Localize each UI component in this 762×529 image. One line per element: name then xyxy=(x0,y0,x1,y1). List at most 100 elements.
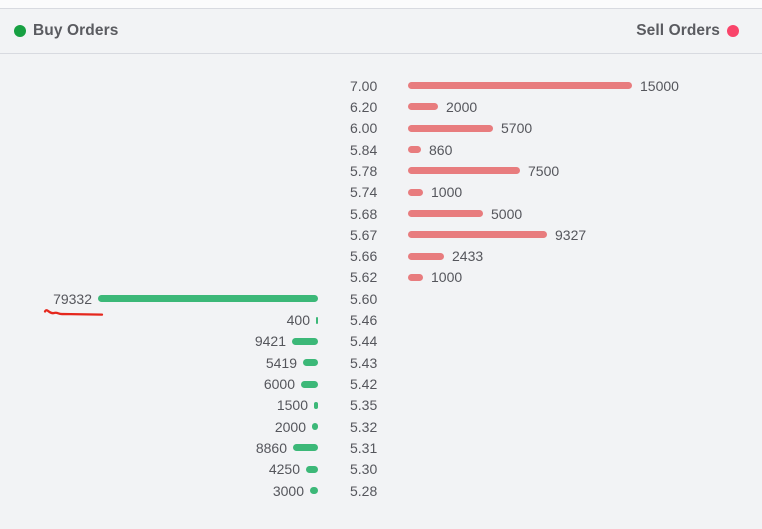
buy-bar xyxy=(306,465,318,473)
order-book-row: 2000 5.32 xyxy=(0,416,762,437)
order-book-row: 6.00 5700 xyxy=(0,118,762,139)
sell-legend-label: Sell Orders xyxy=(636,22,720,39)
buy-bar xyxy=(314,401,318,409)
buy-quantity-label: 400 xyxy=(286,312,310,329)
price-label: 5.62 xyxy=(350,269,378,286)
buy-quantity-label: 3000 xyxy=(272,482,304,499)
sell-bar xyxy=(408,188,423,196)
sell-bar xyxy=(408,252,444,260)
price-label: 5.32 xyxy=(350,418,378,435)
price-label: 5.42 xyxy=(350,376,378,393)
order-book-row: 5.74 1000 xyxy=(0,182,762,203)
sell-quantity-label: 860 xyxy=(429,141,453,158)
order-book-row: 5.62 1000 xyxy=(0,267,762,288)
order-book-chart: 7.00 15000 6.20 2000 6.00 5700 xyxy=(0,54,762,529)
sell-quantity-label: 7500 xyxy=(528,162,560,179)
order-book-row: 5.67 9327 xyxy=(0,224,762,245)
sell-cell: 5000 xyxy=(408,206,762,222)
sell-quantity-label: 9327 xyxy=(555,226,587,243)
sell-bar xyxy=(408,124,493,132)
buy-bar xyxy=(316,316,318,324)
buy-quantity-label: 2000 xyxy=(274,418,306,435)
price-label: 5.30 xyxy=(350,461,378,478)
price-label: 5.46 xyxy=(350,312,378,329)
order-book-row: 1500 5.35 xyxy=(0,395,762,416)
sell-quantity-label: 15000 xyxy=(640,77,679,94)
buy-cell: 3000 xyxy=(0,483,318,499)
buy-bar xyxy=(303,359,318,367)
price-label: 5.67 xyxy=(350,226,378,243)
sell-legend-dot-icon xyxy=(727,25,739,37)
legend-item-buy-orders[interactable]: Buy Orders xyxy=(14,22,118,40)
sell-cell: 15000 xyxy=(408,78,762,94)
order-book-row: 5.78 7500 xyxy=(0,160,762,181)
price-label: 5.68 xyxy=(350,205,378,222)
orderbook-rows: 7.00 15000 6.20 2000 6.00 5700 xyxy=(0,75,762,501)
price-label: 5.35 xyxy=(350,397,378,414)
buy-quantity-label: 1500 xyxy=(276,397,308,414)
buy-quantity-label: 79332 xyxy=(53,290,92,307)
sell-quantity-label: 1000 xyxy=(431,184,463,201)
buy-cell: 79332 xyxy=(0,291,318,307)
sell-cell: 7500 xyxy=(408,163,762,179)
sell-bar xyxy=(408,103,438,111)
sell-cell: 1000 xyxy=(408,184,762,200)
order-book-row: 6.20 2000 xyxy=(0,96,762,117)
price-label: 5.44 xyxy=(350,333,378,350)
order-book-row: 5419 5.43 xyxy=(0,352,762,373)
sell-quantity-label: 5000 xyxy=(491,205,523,222)
sell-bar xyxy=(408,273,423,281)
sell-cell: 860 xyxy=(408,142,762,158)
order-book-row: 9421 5.44 xyxy=(0,331,762,352)
buy-quantity-label: 4250 xyxy=(268,461,300,478)
buy-cell: 6000 xyxy=(0,376,318,392)
buy-bar xyxy=(301,380,318,388)
order-book-row: 8860 5.31 xyxy=(0,437,762,458)
buy-cell: 4250 xyxy=(0,461,318,477)
order-book-row: 79332 5.60 xyxy=(0,288,762,309)
order-book-row: 400 5.46 xyxy=(0,309,762,330)
sell-bar xyxy=(408,82,632,90)
order-book-row: 5.66 2433 xyxy=(0,246,762,267)
buy-quantity-label: 5419 xyxy=(265,354,297,371)
price-label: 5.66 xyxy=(350,248,378,265)
price-label: 6.20 xyxy=(350,98,378,115)
buy-bar xyxy=(310,487,318,495)
buy-quantity-label: 8860 xyxy=(255,439,287,456)
buy-cell: 8860 xyxy=(0,440,318,456)
buy-bar xyxy=(292,337,318,345)
buy-bar xyxy=(98,295,318,303)
price-label: 5.43 xyxy=(350,354,378,371)
price-label: 6.00 xyxy=(350,120,378,137)
price-label: 5.60 xyxy=(350,290,378,307)
legend-item-sell-orders[interactable]: Sell Orders xyxy=(636,22,739,40)
order-book-row: 7.00 15000 xyxy=(0,75,762,96)
price-label: 7.00 xyxy=(350,77,378,94)
sell-cell: 2433 xyxy=(408,248,762,264)
sell-bar xyxy=(408,231,547,239)
sell-bar xyxy=(408,167,520,175)
order-book-row: 6000 5.42 xyxy=(0,373,762,394)
price-label: 5.84 xyxy=(350,141,378,158)
buy-cell: 1500 xyxy=(0,397,318,413)
price-label: 5.31 xyxy=(350,439,378,456)
price-label: 5.74 xyxy=(350,184,378,201)
price-label: 5.28 xyxy=(350,482,378,499)
sell-cell: 9327 xyxy=(408,227,762,243)
sell-bar xyxy=(408,146,421,154)
sell-quantity-label: 2433 xyxy=(452,248,484,265)
legend-header: Buy Orders Sell Orders xyxy=(0,8,762,54)
buy-bar xyxy=(312,423,318,431)
buy-quantity-label: 9421 xyxy=(254,333,286,350)
order-book-row: 3000 5.28 xyxy=(0,480,762,501)
order-book-row: 5.68 5000 xyxy=(0,203,762,224)
sell-cell: 5700 xyxy=(408,120,762,136)
sell-quantity-label: 2000 xyxy=(446,98,478,115)
buy-bar xyxy=(293,444,318,452)
sell-quantity-label: 1000 xyxy=(431,269,463,286)
buy-legend-dot-icon xyxy=(14,25,26,37)
buy-cell: 5419 xyxy=(0,355,318,371)
buy-cell: 2000 xyxy=(0,419,318,435)
order-book-row: 4250 5.30 xyxy=(0,459,762,480)
